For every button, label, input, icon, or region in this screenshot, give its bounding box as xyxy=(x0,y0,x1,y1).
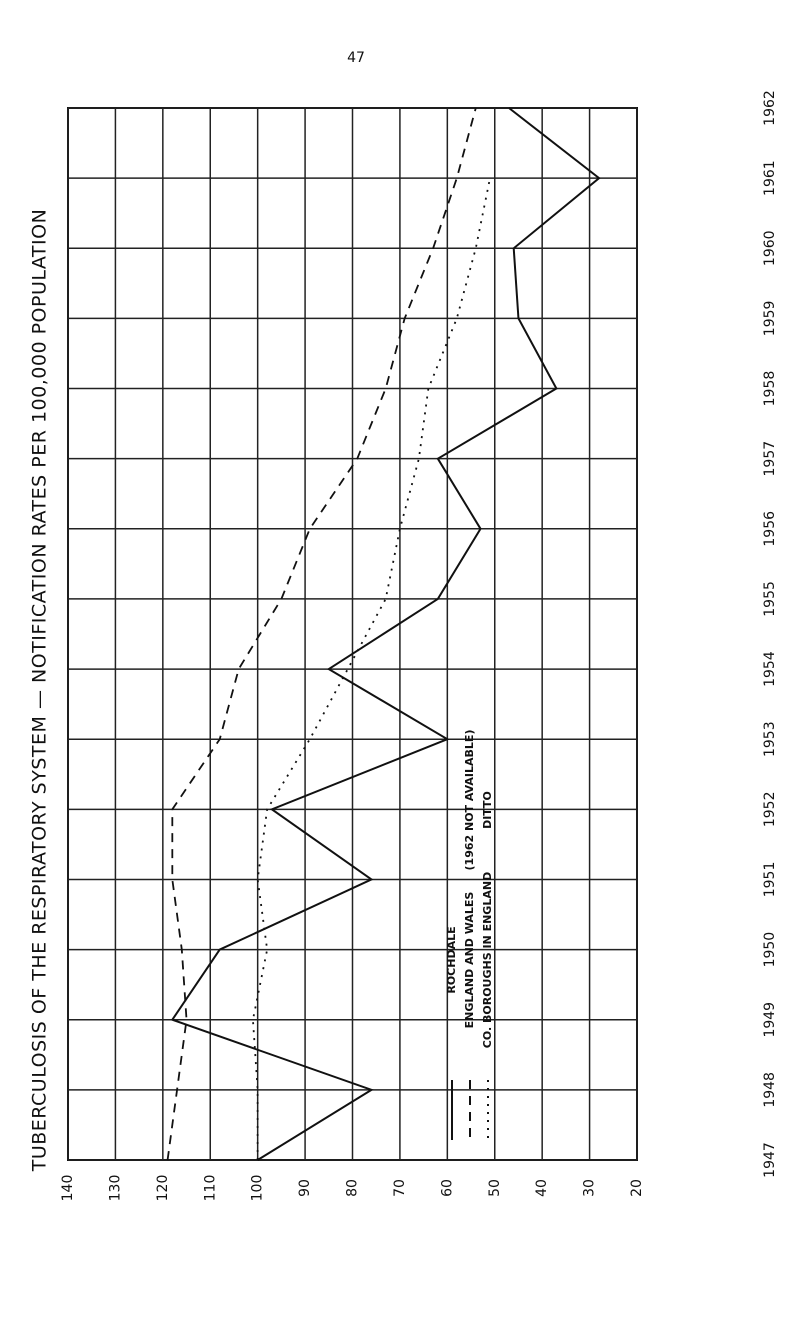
x-tick-label: 1957 xyxy=(762,441,778,477)
y-tick-label: 110 xyxy=(202,1175,218,1202)
legend-label: ENGLAND AND WALES xyxy=(463,892,476,1029)
y-tick-label: 130 xyxy=(107,1175,123,1202)
annotation: (1962 NOT AVAILABLE) xyxy=(463,730,476,871)
x-tick-label: 1958 xyxy=(762,371,778,407)
x-tick-label: 1959 xyxy=(762,301,778,337)
series-line xyxy=(166,107,477,1161)
x-tick-label: 1948 xyxy=(762,1072,778,1108)
x-tick-label: 1950 xyxy=(762,932,778,968)
annotation: DITTO xyxy=(481,791,494,829)
page-number: 47 xyxy=(347,50,365,66)
legend-label: CO. BOROUGHS IN ENGLAND xyxy=(481,872,494,1048)
y-tick-label: 60 xyxy=(439,1179,455,1197)
x-tick-label: 1947 xyxy=(762,1142,778,1178)
x-tick-label: 1953 xyxy=(762,721,778,757)
y-tick-label: 90 xyxy=(297,1179,313,1197)
x-tick-label: 1949 xyxy=(762,1002,778,1038)
y-tick-label: 30 xyxy=(582,1179,598,1197)
x-tick-label: 1952 xyxy=(762,792,778,828)
x-tick-label: 1960 xyxy=(762,230,778,266)
legend-label: ROCHDALE xyxy=(445,926,458,993)
y-tick-label: 20 xyxy=(629,1179,645,1197)
y-tick-label: 140 xyxy=(60,1175,76,1202)
x-tick-label: 1955 xyxy=(762,581,778,617)
y-tick-label: 70 xyxy=(392,1179,408,1197)
y-tick-label: 40 xyxy=(534,1179,550,1197)
y-tick-label: 80 xyxy=(345,1179,361,1197)
series-line xyxy=(170,107,601,1161)
y-tick-label: 50 xyxy=(487,1179,503,1197)
chart-title: TUBERCULOSIS OF THE RESPIRATORY SYSTEM —… xyxy=(29,209,51,1173)
x-tick-label: 1962 xyxy=(762,90,778,126)
x-tick-label: 1956 xyxy=(762,511,778,547)
y-tick-label: 120 xyxy=(155,1175,171,1202)
x-tick-label: 1961 xyxy=(762,160,778,196)
x-tick-label: 1951 xyxy=(762,862,778,898)
y-tick-label: 100 xyxy=(250,1175,266,1202)
x-tick-label: 1954 xyxy=(762,651,778,687)
